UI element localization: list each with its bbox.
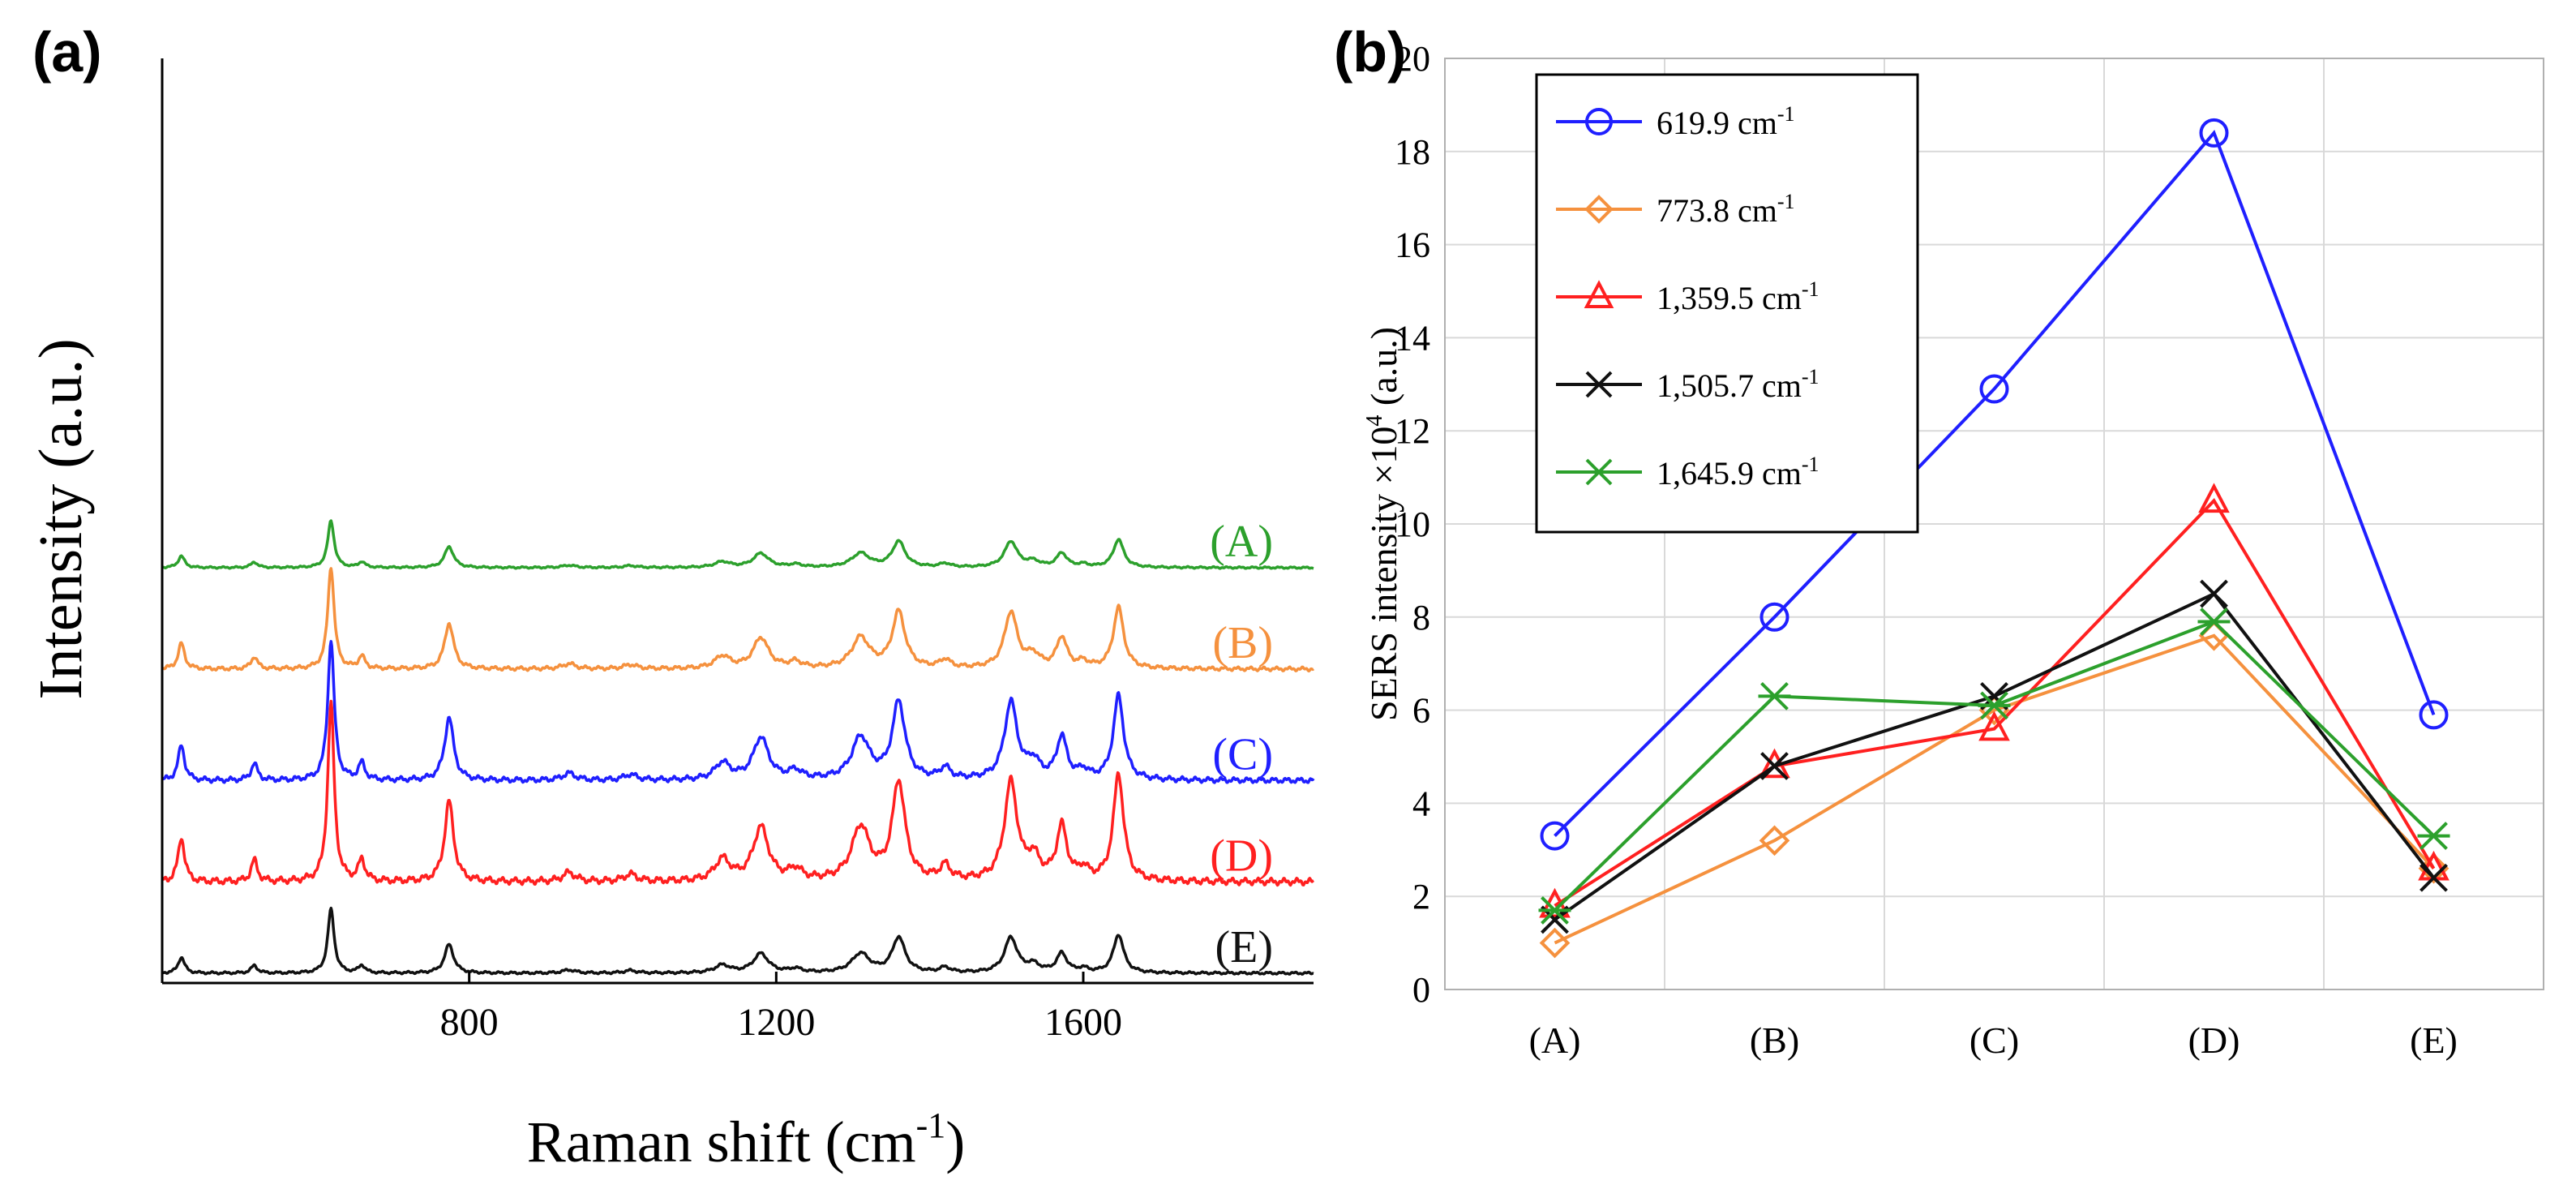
marker-circle — [1540, 821, 1570, 851]
marker-x-stroke — [2420, 863, 2448, 892]
legend-label-sup: -1 — [1802, 365, 1819, 389]
spectra-group: (A) (B) (C) (D) (E) — [161, 517, 1315, 976]
legend-item: 773.8 cm-1 — [1556, 190, 1795, 229]
marker-x — [1585, 371, 1613, 398]
marker-triangle — [2198, 483, 2230, 513]
y-tick-label: 2 — [1412, 877, 1430, 917]
legend-label: 1,505.7 cm-1 — [1657, 365, 1819, 404]
y-tick-label: 14 — [1395, 318, 1430, 358]
spectrum-line-a — [161, 519, 1314, 570]
legend-label: 619.9 cm-1 — [1657, 102, 1795, 141]
spectrum-label: (A) — [1210, 517, 1273, 567]
marker-diamond — [1539, 927, 1571, 959]
marker-diamond — [1584, 195, 1614, 224]
marker-asterisk — [2417, 822, 2450, 850]
legend-item: 1,505.7 cm-1 — [1556, 365, 1819, 404]
x-tick-label: (D) — [2188, 1020, 2240, 1061]
legend-item: 1,359.5 cm-1 — [1556, 277, 1819, 316]
y-axis-label: SERS intensity ×104 (a.u.) — [1362, 327, 1404, 721]
marker-x — [2420, 863, 2448, 892]
x-tick-label: 1600 — [1044, 1001, 1122, 1044]
legend-label: 773.8 cm-1 — [1657, 190, 1795, 229]
panel-a-raman-spectra: (A) (B) (C) (D) (E) 800 1200 1600 Raman shift … — [27, 58, 1315, 1174]
marker-x-stroke — [2200, 579, 2228, 608]
marker-x-stroke — [1585, 371, 1613, 398]
series-group — [1538, 118, 2450, 959]
panel-label-a: (a) — [32, 20, 102, 84]
y-tick-label: 12 — [1395, 411, 1430, 451]
legend-label-sup: -1 — [1802, 453, 1819, 476]
legend-label-text: 1,359.5 cm — [1657, 280, 1802, 316]
series-circle — [1540, 118, 2449, 851]
legend-label-sup: -1 — [1802, 277, 1819, 301]
plot-area-frame — [1444, 58, 2544, 990]
y-axis-label: Intensity (a.u.) — [27, 338, 95, 699]
marker-circle — [1585, 108, 1613, 135]
spectrum-line-d — [161, 699, 1314, 887]
y-tick-label: 0 — [1412, 970, 1430, 1010]
marker-circle — [2419, 700, 2449, 730]
marker-asterisk — [2197, 607, 2231, 636]
y-tick-label: 4 — [1412, 783, 1430, 823]
series-asterisk — [1538, 607, 2450, 925]
marker-x-stroke — [1760, 752, 1789, 780]
legend-label-text: 1,505.7 cm — [1657, 367, 1802, 404]
x-tick-label: (C) — [1970, 1020, 2019, 1061]
marker-triangle — [1978, 710, 2010, 741]
y-tick-label: 20 — [1395, 39, 1430, 79]
spectrum-label: (B) — [1212, 618, 1273, 668]
legend-label-sup: -1 — [1777, 190, 1795, 213]
y-tick-label: 16 — [1395, 225, 1430, 265]
marker-asterisk — [1584, 458, 1614, 486]
legend-box — [1535, 73, 1919, 534]
legend-label: 1,645.9 cm-1 — [1657, 453, 1819, 492]
series-x — [1541, 579, 2448, 934]
x-tick-label: (E) — [2410, 1020, 2458, 1061]
legend-item: 1,645.9 cm-1 — [1556, 453, 1819, 492]
spectrum-label: (E) — [1215, 922, 1273, 972]
marker-asterisk — [1978, 691, 2011, 720]
legend-label-text: 619.9 cm — [1657, 105, 1777, 141]
spectrum-line-b — [161, 567, 1315, 673]
marker-triangle — [1584, 280, 1614, 308]
y-tick-label: 8 — [1412, 598, 1430, 637]
x-ticks: 800 1200 1600 — [440, 972, 1122, 1044]
spectrum-line-c — [161, 640, 1315, 784]
x-tick-label: (B) — [1750, 1020, 1799, 1061]
legend-label-sup: -1 — [1777, 102, 1795, 126]
y-tick-label: 10 — [1395, 504, 1430, 544]
y-tick-label: 6 — [1412, 691, 1430, 731]
panel-label-b: (b) — [1334, 20, 1406, 84]
spectrum-line-e — [161, 906, 1314, 976]
panel-b-sers-intensity: 0 2 4 6 8 10 12 14 16 18 20 (A) (B) (C) (D) (E) SERS i… — [1362, 39, 2544, 1061]
series-line — [1554, 498, 2436, 908]
marker-x — [2200, 579, 2228, 608]
marker-asterisk — [1538, 896, 1571, 925]
spectrum-label: (D) — [1210, 831, 1273, 882]
x-axis-label: Raman shift (cm-1) — [527, 1105, 966, 1174]
marker-x — [1760, 752, 1789, 780]
marker-diamond — [1759, 825, 1790, 856]
x-tick-label: 1200 — [737, 1001, 815, 1044]
marker-asterisk — [1758, 681, 1791, 710]
legend-label-text: 773.8 cm — [1657, 192, 1777, 229]
series-line — [1554, 129, 2436, 838]
marker-circle — [1759, 602, 1789, 632]
series-line — [1554, 633, 2435, 945]
y-ticks: 0 2 4 6 8 10 12 14 16 18 20 — [1395, 39, 1430, 1010]
marker-circle — [1979, 374, 2009, 404]
spectrum-label: (C) — [1212, 730, 1273, 780]
x-ticks: (A) (B) (C) (D) (E) — [1529, 1020, 2458, 1061]
marker-circle — [2199, 118, 2229, 148]
x-tick-label: 800 — [440, 1001, 499, 1044]
legend-label-text: 1,645.9 cm — [1657, 455, 1802, 492]
legend-item: 619.9 cm-1 — [1556, 102, 1795, 141]
x-tick-label: (A) — [1529, 1020, 1581, 1061]
legend-label: 1,359.5 cm-1 — [1657, 277, 1819, 316]
y-tick-label: 18 — [1395, 132, 1430, 172]
